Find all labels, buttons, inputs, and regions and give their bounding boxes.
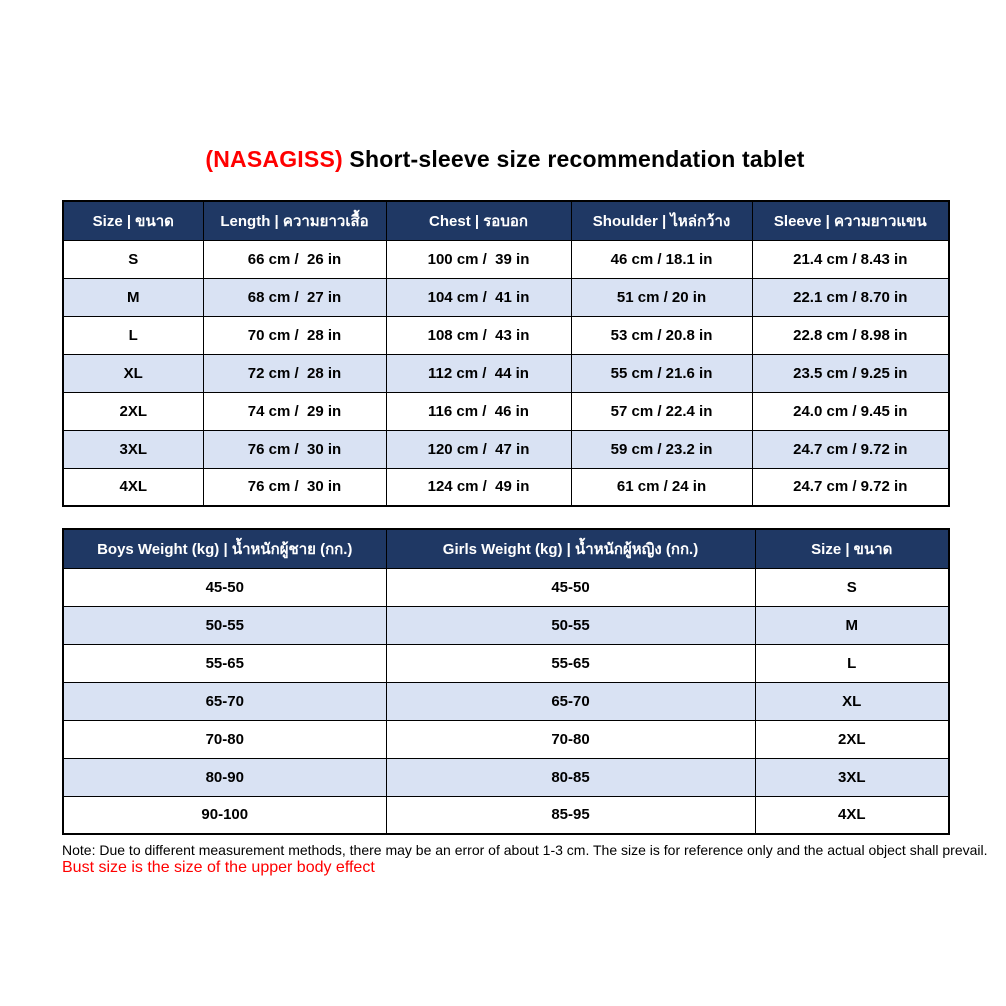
cell-size: M xyxy=(754,605,950,645)
cell-girls-weight: 80-85 xyxy=(385,757,756,797)
cell-chest: 100 cm / 39 in xyxy=(385,239,572,279)
cell-shoulder: 46 cm / 18.1 in xyxy=(570,239,753,279)
cell-shoulder: 55 cm / 21.6 in xyxy=(570,353,753,393)
cell-chest: 116 cm / 46 in xyxy=(385,391,572,431)
cell-size: S xyxy=(62,239,204,279)
table-row: 3XL 76 cm / 30 in 120 cm / 47 in 59 cm /… xyxy=(62,429,950,469)
table-row: 65-70 65-70 XL xyxy=(62,681,950,721)
weight-table-header-row: Boys Weight (kg) | น้ำหนักผู้ชาย (กก.) G… xyxy=(62,528,950,569)
cell-girls-weight: 70-80 xyxy=(385,719,756,759)
cell-shoulder: 51 cm / 20 in xyxy=(570,277,753,317)
measurement-note: Note: Due to different measurement metho… xyxy=(62,842,988,858)
cell-size: 3XL xyxy=(62,429,204,469)
table-row: S 66 cm / 26 in 100 cm / 39 in 46 cm / 1… xyxy=(62,239,950,279)
cell-size: XL xyxy=(62,353,204,393)
table-row: 45-50 45-50 S xyxy=(62,567,950,607)
cell-sleeve: 23.5 cm / 9.25 in xyxy=(751,353,950,393)
cell-size: 2XL xyxy=(62,391,204,431)
bust-size-note: Bust size is the size of the upper body … xyxy=(62,859,375,876)
cell-girls-weight: 50-55 xyxy=(385,605,756,645)
table-row: 50-55 50-55 M xyxy=(62,605,950,645)
cell-length: 74 cm / 29 in xyxy=(202,391,387,431)
cell-girls-weight: 45-50 xyxy=(385,567,756,607)
column-header-chest: Chest | รอบอก xyxy=(385,200,572,241)
column-header-girls-weight: Girls Weight (kg) | น้ำหนักผู้หญิง (กก.) xyxy=(385,528,756,569)
cell-boys-weight: 55-65 xyxy=(62,643,387,683)
cell-size: 2XL xyxy=(754,719,950,759)
cell-chest: 108 cm / 43 in xyxy=(385,315,572,355)
table-row: XL 72 cm / 28 in 112 cm / 44 in 55 cm / … xyxy=(62,353,950,393)
table-row: L 70 cm / 28 in 108 cm / 43 in 53 cm / 2… xyxy=(62,315,950,355)
cell-boys-weight: 50-55 xyxy=(62,605,387,645)
cell-boys-weight: 45-50 xyxy=(62,567,387,607)
page-title: (NASAGISS) Short-sleeve size recommendat… xyxy=(62,146,948,173)
column-header-size: Size | ขนาด xyxy=(62,200,204,241)
cell-boys-weight: 65-70 xyxy=(62,681,387,721)
cell-chest: 112 cm / 44 in xyxy=(385,353,572,393)
cell-size: M xyxy=(62,277,204,317)
cell-girls-weight: 55-65 xyxy=(385,643,756,683)
cell-shoulder: 57 cm / 22.4 in xyxy=(570,391,753,431)
cell-girls-weight: 85-95 xyxy=(385,795,756,835)
cell-boys-weight: 80-90 xyxy=(62,757,387,797)
table-row: 70-80 70-80 2XL xyxy=(62,719,950,759)
cell-size: 4XL xyxy=(62,467,204,507)
cell-girls-weight: 65-70 xyxy=(385,681,756,721)
cell-sleeve: 24.7 cm / 9.72 in xyxy=(751,429,950,469)
cell-length: 70 cm / 28 in xyxy=(202,315,387,355)
size-measurement-table: Size | ขนาด Length | ความยาวเสื้อ Chest … xyxy=(62,200,950,507)
cell-chest: 120 cm / 47 in xyxy=(385,429,572,469)
table-row: 4XL 76 cm / 30 in 124 cm / 49 in 61 cm /… xyxy=(62,467,950,507)
cell-length: 66 cm / 26 in xyxy=(202,239,387,279)
cell-size: L xyxy=(62,315,204,355)
cell-length: 76 cm / 30 in xyxy=(202,429,387,469)
column-header-boys-weight: Boys Weight (kg) | น้ำหนักผู้ชาย (กก.) xyxy=(62,528,387,569)
cell-shoulder: 61 cm / 24 in xyxy=(570,467,753,507)
column-header-length: Length | ความยาวเสื้อ xyxy=(202,200,387,241)
cell-shoulder: 53 cm / 20.8 in xyxy=(570,315,753,355)
cell-length: 76 cm / 30 in xyxy=(202,467,387,507)
cell-boys-weight: 70-80 xyxy=(62,719,387,759)
cell-sleeve: 22.1 cm / 8.70 in xyxy=(751,277,950,317)
cell-size: 3XL xyxy=(754,757,950,797)
cell-size: XL xyxy=(754,681,950,721)
cell-size: L xyxy=(754,643,950,683)
weight-size-table: Boys Weight (kg) | น้ำหนักผู้ชาย (กก.) G… xyxy=(62,528,950,835)
column-header-shoulder: Shoulder | ไหล่กว้าง xyxy=(570,200,753,241)
table-row: 90-100 85-95 4XL xyxy=(62,795,950,835)
cell-chest: 104 cm / 41 in xyxy=(385,277,572,317)
table-row: 55-65 55-65 L xyxy=(62,643,950,683)
brand-name: (NASAGISS) xyxy=(205,146,343,172)
cell-length: 68 cm / 27 in xyxy=(202,277,387,317)
size-table-header-row: Size | ขนาด Length | ความยาวเสื้อ Chest … xyxy=(62,200,950,241)
cell-size: 4XL xyxy=(754,795,950,835)
cell-shoulder: 59 cm / 23.2 in xyxy=(570,429,753,469)
cell-sleeve: 24.7 cm / 9.72 in xyxy=(751,467,950,507)
column-header-size: Size | ขนาด xyxy=(754,528,950,569)
column-header-sleeve: Sleeve | ความยาวแขน xyxy=(751,200,950,241)
cell-boys-weight: 90-100 xyxy=(62,795,387,835)
cell-length: 72 cm / 28 in xyxy=(202,353,387,393)
table-row: 2XL 74 cm / 29 in 116 cm / 46 in 57 cm /… xyxy=(62,391,950,431)
cell-sleeve: 22.8 cm / 8.98 in xyxy=(751,315,950,355)
title-text: Short-sleeve size recommendation tablet xyxy=(342,146,805,172)
table-row: 80-90 80-85 3XL xyxy=(62,757,950,797)
cell-chest: 124 cm / 49 in xyxy=(385,467,572,507)
cell-size: S xyxy=(754,567,950,607)
table-row: M 68 cm / 27 in 104 cm / 41 in 51 cm / 2… xyxy=(62,277,950,317)
cell-sleeve: 21.4 cm / 8.43 in xyxy=(751,239,950,279)
cell-sleeve: 24.0 cm / 9.45 in xyxy=(751,391,950,431)
